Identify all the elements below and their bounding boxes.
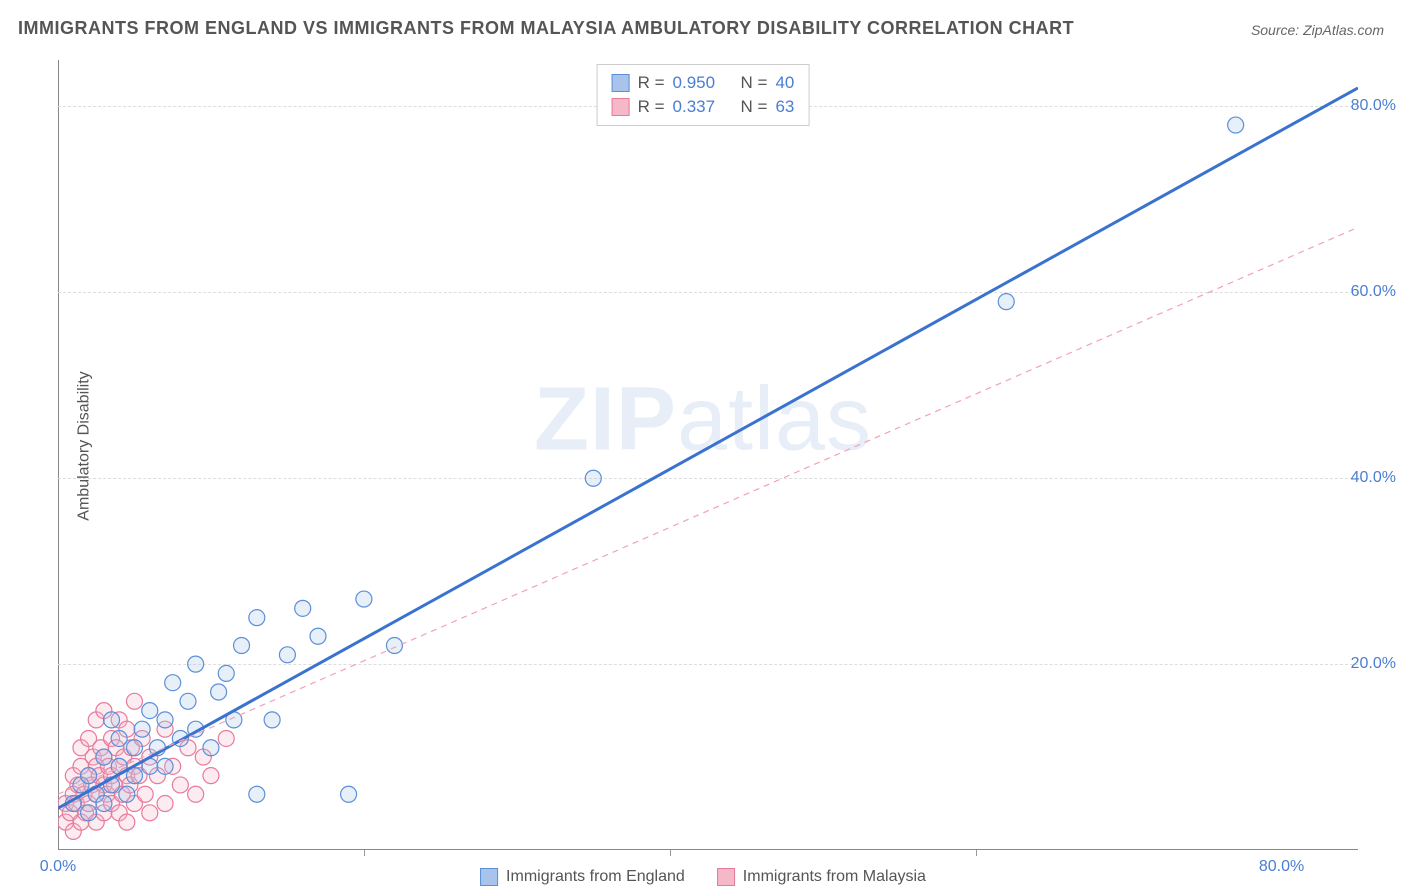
scatter-point	[249, 610, 265, 626]
swatch-england	[612, 74, 630, 92]
scatter-point	[249, 786, 265, 802]
scatter-point	[104, 712, 120, 728]
scatter-point	[203, 740, 219, 756]
legend-stats-row: R = 0.337 N = 63	[612, 95, 795, 119]
r-value-england: 0.950	[673, 73, 723, 93]
scatter-point	[157, 712, 173, 728]
chart-title: IMMIGRANTS FROM ENGLAND VS IMMIGRANTS FR…	[18, 18, 1074, 39]
scatter-point	[111, 730, 127, 746]
x-tick-mark	[670, 850, 671, 856]
scatter-point	[81, 805, 97, 821]
x-tick-mark	[976, 850, 977, 856]
legend-label: Immigrants from England	[506, 868, 685, 886]
scatter-point	[126, 693, 142, 709]
scatter-point	[1228, 117, 1244, 133]
scatter-point	[211, 684, 227, 700]
r-label: R =	[638, 73, 665, 93]
scatter-point	[126, 740, 142, 756]
scatter-point	[180, 693, 196, 709]
legend-item-england: Immigrants from England	[480, 868, 685, 886]
swatch-malaysia	[612, 98, 630, 116]
x-tick-label: 0.0%	[40, 858, 76, 876]
n-value-malaysia: 63	[775, 97, 794, 117]
x-tick-mark	[364, 850, 365, 856]
scatter-point	[119, 814, 135, 830]
scatter-point	[998, 294, 1014, 310]
scatter-point	[157, 758, 173, 774]
scatter-point	[157, 796, 173, 812]
source-label: Source: ZipAtlas.com	[1251, 22, 1384, 38]
scatter-point	[234, 638, 250, 654]
scatter-point	[172, 777, 188, 793]
scatter-point	[188, 656, 204, 672]
scatter-point	[142, 703, 158, 719]
scatter-point	[188, 786, 204, 802]
scatter-point	[279, 647, 295, 663]
scatter-point	[295, 600, 311, 616]
scatter-point	[356, 591, 372, 607]
r-value-malaysia: 0.337	[673, 97, 723, 117]
swatch-england	[480, 868, 498, 886]
scatter-point	[341, 786, 357, 802]
n-label: N =	[741, 97, 768, 117]
swatch-malaysia	[717, 868, 735, 886]
n-label: N =	[741, 73, 768, 93]
scatter-point	[218, 730, 234, 746]
scatter-point	[585, 470, 601, 486]
chart-svg	[58, 60, 1358, 850]
scatter-point	[386, 638, 402, 654]
legend-item-malaysia: Immigrants from Malaysia	[717, 868, 926, 886]
legend-stats: R = 0.950 N = 40 R = 0.337 N = 63	[597, 64, 810, 126]
scatter-point	[165, 675, 181, 691]
trend-line	[58, 88, 1358, 808]
scatter-point	[119, 786, 135, 802]
scatter-point	[203, 768, 219, 784]
scatter-point	[218, 665, 234, 681]
scatter-point	[310, 628, 326, 644]
scatter-point	[134, 721, 150, 737]
scatter-point	[142, 805, 158, 821]
scatter-point	[264, 712, 280, 728]
r-label: R =	[638, 97, 665, 117]
scatter-point	[137, 786, 153, 802]
scatter-point	[96, 749, 112, 765]
legend-label: Immigrants from Malaysia	[743, 868, 926, 886]
scatter-point	[96, 796, 112, 812]
legend-series: Immigrants from England Immigrants from …	[480, 868, 926, 886]
n-value-england: 40	[775, 73, 794, 93]
x-tick-label: 80.0%	[1259, 858, 1304, 876]
legend-stats-row: R = 0.950 N = 40	[612, 71, 795, 95]
trend-line	[58, 227, 1358, 794]
